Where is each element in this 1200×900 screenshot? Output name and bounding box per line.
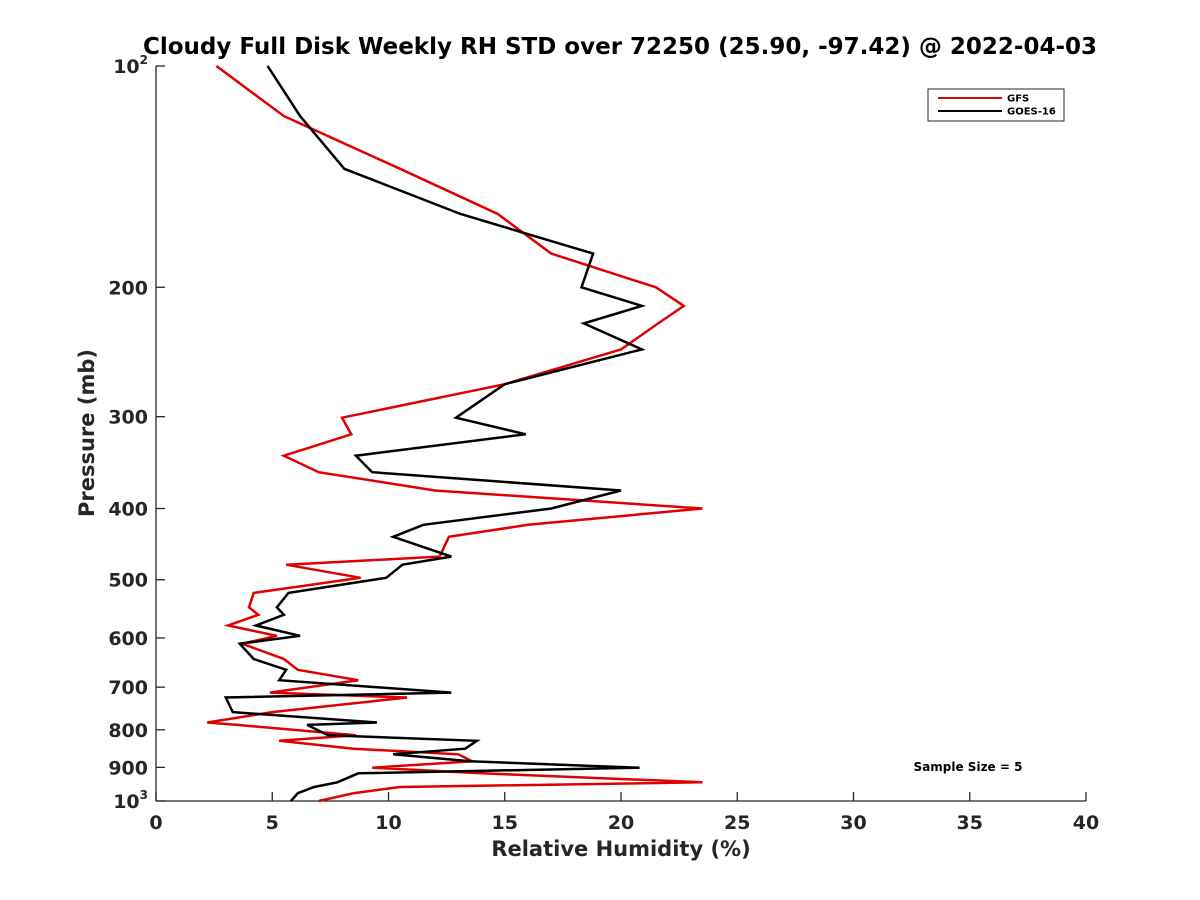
y-tick-label: 500 <box>108 570 148 592</box>
x-tick-label: 40 <box>1073 812 1099 834</box>
x-tick-label: 20 <box>608 812 634 834</box>
y-tick-label: 200 <box>108 277 148 299</box>
x-tick-label: 15 <box>492 812 518 834</box>
y-tick-label: 102 <box>113 53 148 78</box>
y-tick-label: 400 <box>108 499 148 521</box>
y-tick-label: 800 <box>108 720 148 742</box>
x-tick-label: 0 <box>149 812 162 834</box>
series-line-gfs <box>207 64 703 803</box>
legend-label-gfs: GFS <box>1007 94 1029 105</box>
sample-size-annotation: Sample Size = 5 <box>914 760 1023 774</box>
legend: GFS GOES-16 <box>927 88 1065 122</box>
legend-label-goes16: GOES-16 <box>1007 107 1056 118</box>
y-tick-label: 900 <box>108 757 148 779</box>
x-tick-label: 25 <box>724 812 750 834</box>
legend-box <box>927 88 1065 122</box>
x-axis-label: Relative Humidity (%) <box>491 837 750 861</box>
y-tick-label: 700 <box>108 677 148 699</box>
chart-title: Cloudy Full Disk Weekly RH STD over 7225… <box>143 34 1097 60</box>
y-ticks: 102 200 300 400 500 600 700 800 900 103 <box>108 53 165 813</box>
y-tick-label: 600 <box>108 628 148 650</box>
x-tick-label: 5 <box>266 812 279 834</box>
x-tick-label: 30 <box>840 812 866 834</box>
y-tick-label: 300 <box>108 407 148 429</box>
x-tick-label: 35 <box>957 812 983 834</box>
series-line-goes16 <box>223 65 647 802</box>
x-tick-label: 10 <box>375 812 401 834</box>
y-tick-label: 103 <box>113 788 148 813</box>
y-axis-label: Pressure (mb) <box>75 349 99 517</box>
x-ticks: 0 5 10 15 20 25 30 35 40 <box>149 792 1099 834</box>
plot-area: 0 5 10 15 20 25 30 35 40 102 200 300 400 500 600 700 80… <box>108 53 1099 834</box>
series-layer <box>207 64 703 803</box>
